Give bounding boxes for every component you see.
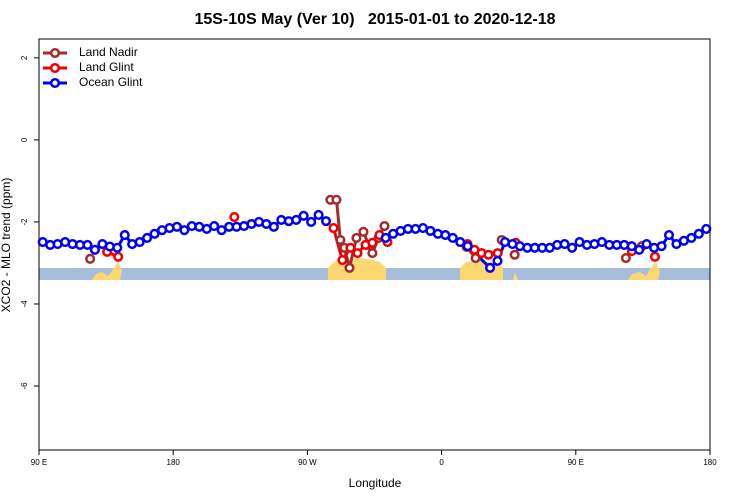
data-point xyxy=(268,221,279,232)
data-point xyxy=(492,248,503,259)
chart-title: 15S-10S May (Ver 10) 2015-01-01 to 2020-… xyxy=(194,11,555,28)
data-point xyxy=(119,230,130,241)
data-point xyxy=(447,232,458,243)
data-point xyxy=(641,239,652,250)
data-point xyxy=(509,249,520,260)
x-tick-label: 180 xyxy=(167,458,181,467)
data-point xyxy=(337,255,348,266)
y-tick-label: -6 xyxy=(20,382,29,390)
data-point xyxy=(380,232,391,243)
y-tick-label: 2 xyxy=(20,55,29,60)
data-point xyxy=(89,244,100,255)
data-point xyxy=(663,230,675,241)
x-tick-label: 90 E xyxy=(31,458,47,467)
legend-label: Land Nadir xyxy=(79,45,138,59)
land-madagascar xyxy=(513,272,518,280)
data-point xyxy=(367,248,378,259)
legend-marker xyxy=(49,77,61,89)
data-point xyxy=(367,237,378,248)
y-axis-label: XCO2 - MLO trend (ppm) xyxy=(0,178,13,313)
y-tick-label: -4 xyxy=(20,300,29,308)
x-tick-label: 90 E xyxy=(568,458,584,467)
legend-marker xyxy=(49,62,61,74)
data-point xyxy=(358,226,369,237)
data-point xyxy=(149,228,160,239)
data-point xyxy=(113,251,124,262)
data-point xyxy=(559,239,570,250)
land-mask xyxy=(39,258,710,280)
data-point xyxy=(485,262,496,273)
data-point xyxy=(344,262,355,273)
data-point xyxy=(179,225,190,236)
data-point xyxy=(352,248,363,259)
data-point xyxy=(291,214,302,225)
data-point xyxy=(82,239,93,250)
data-point xyxy=(351,232,362,243)
x-tick-label: 90 W xyxy=(298,458,317,467)
data-point xyxy=(331,194,342,205)
data-point xyxy=(335,234,346,246)
data-point xyxy=(455,236,466,248)
x-tick-label: 180 xyxy=(703,458,717,467)
legend-label: Ocean Glint xyxy=(79,75,143,89)
data-point xyxy=(320,216,332,227)
data-point xyxy=(483,249,494,260)
data-point xyxy=(112,242,123,253)
land-australia xyxy=(92,262,122,280)
data-point xyxy=(701,223,712,234)
data-point xyxy=(626,241,637,252)
x-tick-label: 0 xyxy=(439,458,444,467)
data-point xyxy=(462,241,473,252)
data-point xyxy=(313,209,324,221)
data-point xyxy=(142,232,153,243)
data-point xyxy=(209,220,220,232)
data-point xyxy=(649,251,661,262)
data-point xyxy=(693,228,704,239)
data-point xyxy=(379,220,390,232)
data-point xyxy=(345,242,356,253)
land-australia xyxy=(628,262,660,280)
land-south-america xyxy=(328,258,386,280)
data-point xyxy=(306,216,317,227)
data-point xyxy=(492,255,503,266)
y-tick-label: 0 xyxy=(20,137,29,142)
data-point xyxy=(567,242,578,253)
data-point xyxy=(686,232,697,243)
data-point xyxy=(620,252,631,264)
data-point xyxy=(328,223,339,234)
data-point xyxy=(229,211,240,223)
data-point xyxy=(298,210,309,221)
y-tick-label: -2 xyxy=(20,218,29,226)
data-point xyxy=(134,236,145,248)
legend-label: Land Glint xyxy=(79,60,134,74)
data-point xyxy=(85,253,96,264)
data-point xyxy=(656,241,667,252)
legend-marker xyxy=(49,47,61,59)
data-point xyxy=(634,244,645,255)
x-axis-label: Longitude xyxy=(349,476,402,490)
